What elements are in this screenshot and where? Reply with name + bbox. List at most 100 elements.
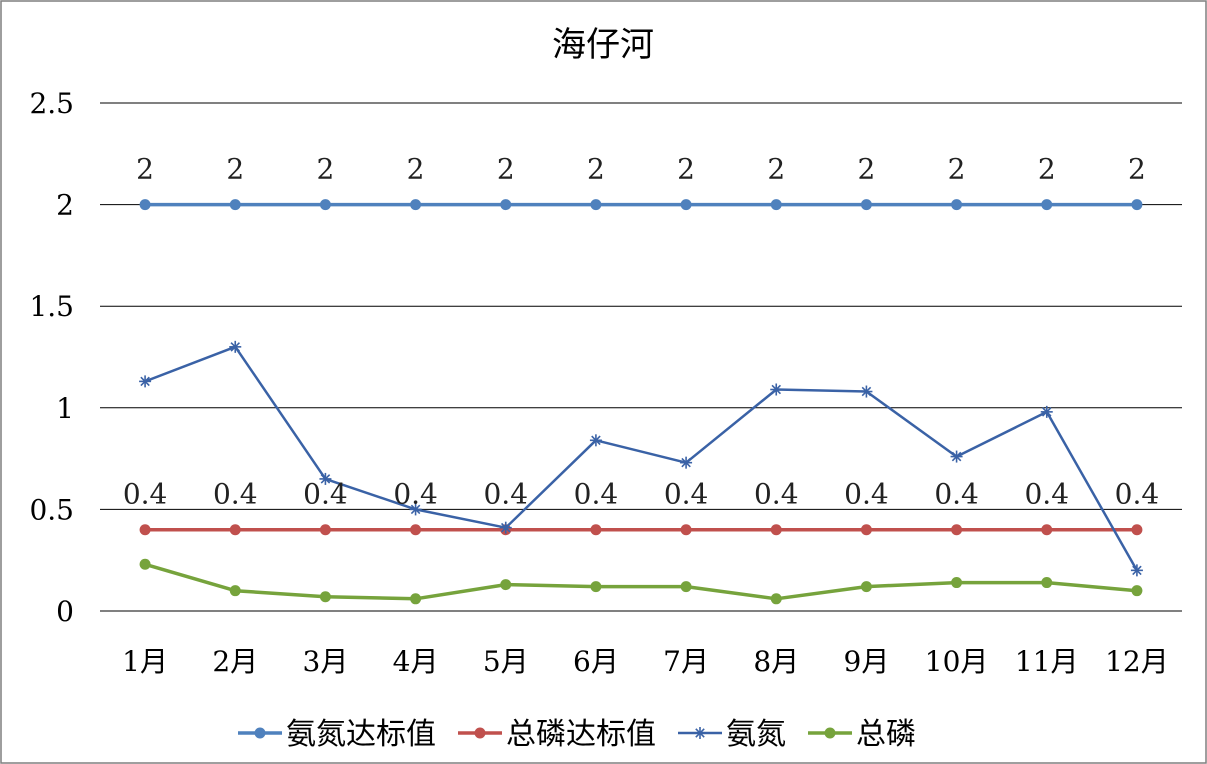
series-line: [144, 345, 1138, 572]
data-point: [139, 524, 151, 536]
data-point: [319, 591, 331, 603]
data-point: [589, 434, 602, 447]
data-label: 0.4: [393, 478, 438, 511]
x-tick-label: 6月: [573, 645, 619, 678]
y-tick-label: 0: [56, 595, 74, 628]
data-point: [319, 472, 332, 485]
legend-item: 总磷: [808, 717, 916, 752]
data-point: [139, 558, 151, 570]
data-point: [229, 340, 242, 353]
legend: 氨氮达标值 总磷达标值 氨氮 总磷: [238, 717, 916, 752]
data-point: [500, 579, 512, 591]
data-label: 0.4: [844, 478, 889, 511]
data-point: [860, 199, 872, 211]
legend-marker: [254, 727, 266, 739]
x-tick-label: 1月: [122, 645, 168, 678]
data-label: 0.4: [303, 478, 348, 511]
legend-label: 总磷: [856, 717, 916, 752]
data-point: [680, 199, 692, 211]
x-axis-ticks: 1月 2月 3月 4月 5月 6月 7月 8月 9月 10月 11月 12月: [122, 645, 1169, 678]
y-tick-label: 0.5: [29, 493, 74, 526]
data-point: [590, 581, 602, 593]
data-point: [1130, 564, 1143, 577]
data-point: [319, 524, 331, 536]
data-point: [229, 585, 241, 597]
series-line: [144, 562, 1138, 601]
data-label: 2: [317, 153, 335, 186]
x-tick-label: 2月: [212, 645, 258, 678]
x-tick-label: 7月: [663, 645, 709, 678]
legend-item: 氨氮: [678, 717, 786, 752]
data-point: [1041, 524, 1053, 536]
data-point: [229, 524, 241, 536]
data-label: 0.4: [574, 478, 619, 511]
data-point: [951, 577, 963, 589]
data-label: 0.4: [1024, 478, 1069, 511]
data-label: 0.4: [483, 478, 528, 511]
series-3: [139, 340, 1143, 577]
legend-item: 氨氮达标值: [238, 717, 436, 752]
data-label: 0.4: [213, 478, 258, 511]
data-point: [1131, 524, 1143, 536]
x-tick-label: 8月: [753, 645, 799, 678]
data-point: [139, 199, 151, 211]
series-1: [139, 199, 1143, 211]
legend-label: 总磷达标值: [506, 717, 656, 752]
data-point: [770, 199, 782, 211]
data-point: [860, 385, 873, 398]
data-point: [770, 524, 782, 536]
data-point: [1041, 577, 1053, 589]
data-point: [409, 503, 422, 516]
data-label: 0.4: [1115, 478, 1160, 511]
data-label: 2: [767, 153, 785, 186]
data-point: [860, 524, 872, 536]
data-label: 2: [226, 153, 244, 186]
x-tick-label: 12月: [1105, 645, 1169, 678]
data-point: [950, 450, 963, 463]
legend-label: 氨氮: [726, 717, 786, 752]
data-point: [680, 524, 692, 536]
data-point: [860, 581, 872, 593]
legend-item: 总磷达标值: [458, 717, 656, 752]
data-point: [319, 199, 331, 211]
y-tick-label: 2: [56, 189, 74, 222]
x-tick-label: 10月: [925, 645, 989, 678]
legend-marker: [824, 727, 836, 739]
data-point: [590, 199, 602, 211]
data-point: [951, 199, 963, 211]
data-point: [410, 593, 422, 605]
chart-title: 海仔河: [552, 25, 654, 65]
y-tick-label: 2.5: [29, 87, 74, 120]
data-label: 2: [587, 153, 605, 186]
data-point: [1040, 405, 1053, 418]
data-point: [590, 524, 602, 536]
data-label: 0.4: [754, 478, 799, 511]
y-tick-label: 1.5: [29, 290, 74, 323]
data-point: [680, 581, 692, 593]
x-tick-label: 9月: [844, 645, 890, 678]
x-tick-label: 4月: [393, 645, 439, 678]
series-group: [139, 199, 1143, 605]
data-point: [500, 199, 512, 211]
data-point: [499, 521, 512, 534]
series-4: [139, 558, 1143, 605]
data-point: [1131, 585, 1143, 597]
data-label: 2: [948, 153, 966, 186]
data-point: [1131, 199, 1143, 211]
data-label: 2: [497, 153, 515, 186]
data-point: [680, 456, 693, 469]
data-label: 0.4: [664, 478, 709, 511]
data-point: [770, 383, 783, 396]
series-2: [139, 524, 1143, 536]
data-label: 0.4: [123, 478, 168, 511]
data-point: [410, 524, 422, 536]
data-point: [410, 199, 422, 211]
data-point: [951, 524, 963, 536]
x-tick-label: 11月: [1015, 645, 1079, 678]
data-label: 2: [677, 153, 695, 186]
data-label: 0.4: [934, 478, 979, 511]
data-label: 2: [1038, 153, 1056, 186]
